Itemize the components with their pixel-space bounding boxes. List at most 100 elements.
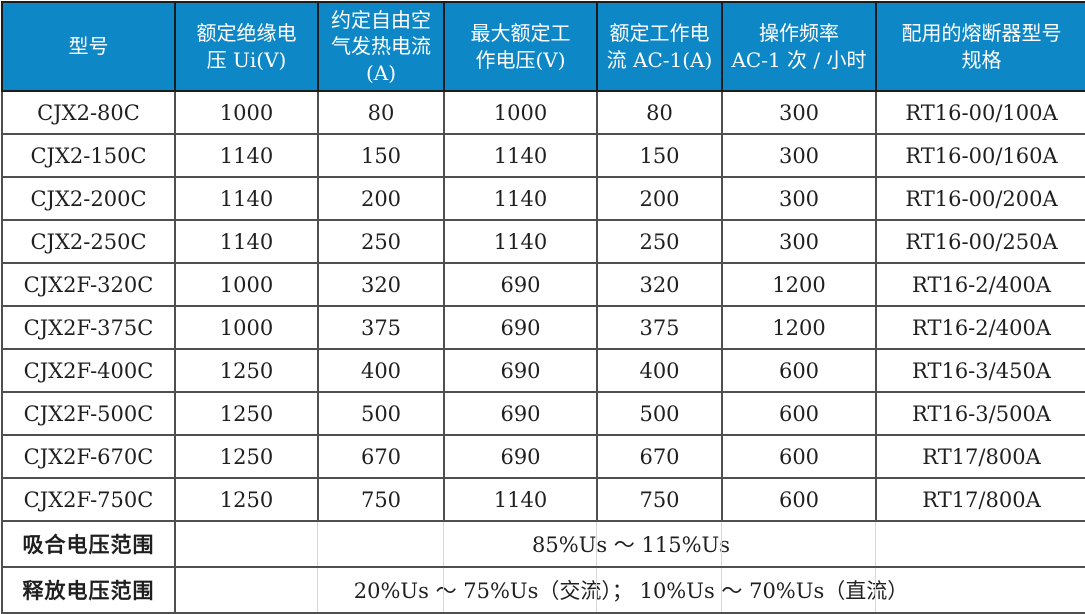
cell-fuse: RT16-2/400A — [875, 305, 1085, 351]
cell-value: 1140 — [174, 133, 319, 179]
header-row: 型号 额定绝缘电 压 Ui(V) 约定自由空 气发热电流 (A) 最大额定工 作… — [1, 0, 1085, 93]
cell-value: 600 — [721, 391, 877, 437]
table-row: CJX2F-400C 1250 400 690 400 600 RT16-3/4… — [1, 348, 1085, 394]
cell-value: 150 — [596, 133, 723, 179]
cell-value: 1140 — [443, 477, 598, 523]
cell-value: 1140 — [443, 219, 598, 265]
cell-value: 750 — [596, 477, 723, 523]
cell-value: 150 — [317, 133, 445, 179]
cell-value: 250 — [317, 219, 445, 265]
column-header-model: 型号 — [1, 0, 176, 93]
release-voltage-label: 释放电压范围 — [1, 566, 176, 614]
pickup-voltage-text: 85%Us ～ 115%Us — [531, 533, 730, 558]
cell-value: 1200 — [721, 262, 877, 308]
release-voltage-text: 20%Us ～ 75%Us（交流）； 10%Us ～ 70%Us（直流） — [353, 579, 909, 604]
cell-model: CJX2-250C — [1, 219, 176, 265]
cell-value: 1250 — [174, 434, 319, 480]
cell-value: 600 — [721, 434, 877, 480]
faint-grid-line — [721, 523, 722, 566]
table-row: CJX2F-500C 1250 500 690 500 600 RT16-3/5… — [1, 391, 1085, 437]
cell-value: 320 — [317, 262, 445, 308]
cell-model: CJX2F-670C — [1, 434, 176, 480]
column-header-operation-frequency: 操作频率 AC-1 次 / 小时 — [721, 0, 877, 93]
cell-value: 1000 — [174, 305, 319, 351]
cell-value: 400 — [596, 348, 723, 394]
cell-fuse: RT17/800A — [875, 434, 1085, 480]
cell-fuse: RT16-00/100A — [875, 90, 1085, 136]
cell-model: CJX2F-375C — [1, 305, 176, 351]
pickup-voltage-value: 85%Us ～ 115%Us — [174, 520, 1085, 569]
cell-fuse: RT16-3/450A — [875, 348, 1085, 394]
cell-value: 690 — [443, 305, 598, 351]
cell-value: 300 — [721, 90, 877, 136]
cell-model: CJX2-200C — [1, 176, 176, 222]
cell-value: 500 — [596, 391, 723, 437]
table-row: CJX2-250C 1140 250 1140 250 300 RT16-00/… — [1, 219, 1085, 265]
table-row: CJX2F-750C 1250 750 1140 750 600 RT17/80… — [1, 477, 1085, 523]
faint-grid-line — [596, 569, 597, 612]
cell-value: 300 — [721, 219, 877, 265]
cell-value: 250 — [596, 219, 723, 265]
cell-value: 600 — [721, 348, 877, 394]
cell-fuse: RT16-3/500A — [875, 391, 1085, 437]
cell-fuse: RT16-00/200A — [875, 176, 1085, 222]
cell-model: CJX2F-320C — [1, 262, 176, 308]
cell-model: CJX2F-750C — [1, 477, 176, 523]
cell-value: 1000 — [174, 262, 319, 308]
pickup-voltage-row: 吸合电压范围 85%Us ～ 115%Us — [1, 520, 1085, 569]
column-header-fuse-spec: 配用的熔断器型号 规格 — [875, 0, 1085, 93]
cell-value: 1250 — [174, 477, 319, 523]
cell-value: 1140 — [174, 219, 319, 265]
cell-value: 375 — [596, 305, 723, 351]
cell-value: 300 — [721, 176, 877, 222]
cell-value: 1140 — [443, 133, 598, 179]
column-header-thermal-current: 约定自由空 气发热电流 (A) — [317, 0, 445, 93]
faint-grid-line — [443, 523, 444, 566]
cell-model: CJX2F-500C — [1, 391, 176, 437]
cell-value: 1250 — [174, 391, 319, 437]
table-row: CJX2-150C 1140 150 1140 150 300 RT16-00/… — [1, 133, 1085, 179]
cell-value: 670 — [596, 434, 723, 480]
cell-value: 690 — [443, 262, 598, 308]
cell-value: 670 — [317, 434, 445, 480]
cell-value: 1250 — [174, 348, 319, 394]
table-row: CJX2F-670C 1250 670 690 670 600 RT17/800… — [1, 434, 1085, 480]
faint-grid-line — [317, 569, 318, 612]
release-voltage-row: 释放电压范围 20%Us ～ 75%Us（交流）； 10%Us ～ 70%Us（… — [1, 566, 1085, 614]
cell-value: 690 — [443, 348, 598, 394]
cell-model: CJX2F-400C — [1, 348, 176, 394]
cell-value: 500 — [317, 391, 445, 437]
column-header-rated-current: 额定工作电 流 AC-1(A) — [596, 0, 723, 93]
cell-value: 300 — [721, 133, 877, 179]
cell-value: 750 — [317, 477, 445, 523]
cell-value: 1000 — [443, 90, 598, 136]
cell-fuse: RT16-2/400A — [875, 262, 1085, 308]
column-header-insulation-voltage: 额定绝缘电 压 Ui(V) — [174, 0, 319, 93]
table-row: CJX2F-375C 1000 375 690 375 1200 RT16-2/… — [1, 305, 1085, 351]
cell-fuse: RT16-00/250A — [875, 219, 1085, 265]
faint-grid-line — [443, 569, 444, 612]
faint-grid-line — [875, 523, 876, 566]
cell-value: 80 — [317, 90, 445, 136]
release-voltage-value: 20%Us ～ 75%Us（交流）； 10%Us ～ 70%Us（直流） — [174, 566, 1085, 614]
cell-model: CJX2-150C — [1, 133, 176, 179]
cell-value: 375 — [317, 305, 445, 351]
cell-value: 320 — [596, 262, 723, 308]
faint-grid-line — [875, 569, 876, 612]
table-row: CJX2-80C 1000 80 1000 80 300 RT16-00/100… — [1, 90, 1085, 136]
cell-value: 400 — [317, 348, 445, 394]
table-row: CJX2-200C 1140 200 1140 200 300 RT16-00/… — [1, 176, 1085, 222]
table-row: CJX2F-320C 1000 320 690 320 1200 RT16-2/… — [1, 262, 1085, 308]
cell-value: 80 — [596, 90, 723, 136]
cell-value: 1140 — [174, 176, 319, 222]
cell-value: 1000 — [174, 90, 319, 136]
cell-value: 690 — [443, 434, 598, 480]
cell-value: 690 — [443, 391, 598, 437]
pickup-voltage-label: 吸合电压范围 — [1, 520, 176, 569]
cell-value: 1140 — [443, 176, 598, 222]
faint-grid-line — [317, 523, 318, 566]
cell-value: 200 — [317, 176, 445, 222]
faint-grid-line — [596, 523, 597, 566]
